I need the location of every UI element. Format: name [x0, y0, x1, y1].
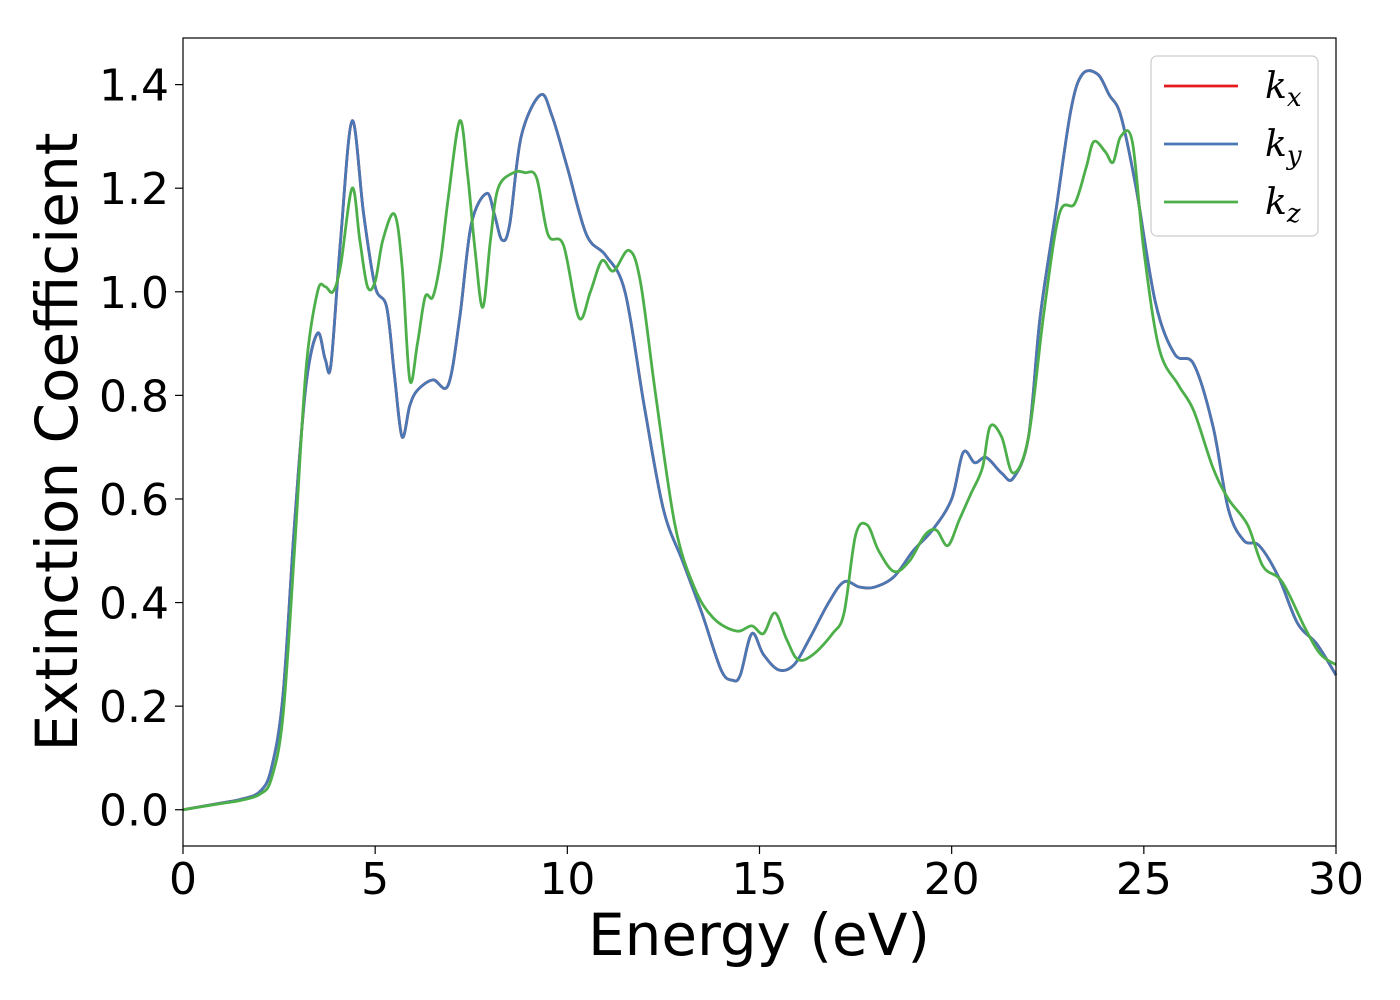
x-tick-label: 5: [361, 854, 389, 905]
x-axis: 0 5 10 15 20 25 30: [169, 846, 1364, 905]
series-line-kz: [182, 119, 1337, 812]
y-tick-label: 1.0: [99, 268, 169, 319]
x-tick-label: 0: [169, 854, 197, 905]
x-tick-label: 15: [732, 854, 788, 905]
series-layer: [182, 69, 1338, 812]
legend-label-ky: ky: [1265, 124, 1302, 171]
y-tick-label: 1.2: [99, 164, 169, 215]
y-axis-title: Extinction Coefficient: [23, 133, 91, 752]
y-tick-label: 0.2: [99, 682, 169, 733]
series-line-ky: [182, 69, 1338, 812]
x-axis-title: Energy (eV): [588, 901, 930, 969]
x-tick-label: 20: [924, 854, 980, 905]
y-tick-label: 0.4: [99, 579, 169, 630]
x-tick-label: 30: [1308, 854, 1364, 905]
y-tick-label: 0.0: [99, 786, 169, 837]
legend-label-kx: kx: [1265, 66, 1302, 113]
legend: kx ky kz: [1150, 55, 1319, 237]
y-tick-label: 0.8: [99, 371, 169, 422]
legend-box: [1150, 55, 1319, 237]
plot-area-background: [183, 38, 1336, 846]
x-tick-label: 25: [1116, 854, 1172, 905]
y-tick-label: 0.6: [99, 475, 169, 526]
legend-label-kz: kz: [1265, 182, 1301, 229]
y-axis: 0.0 0.2 0.4 0.6 0.8 1.0 1.2 1.4: [99, 61, 183, 837]
x-tick-label: 10: [539, 854, 595, 905]
y-tick-label: 1.4: [99, 61, 169, 112]
